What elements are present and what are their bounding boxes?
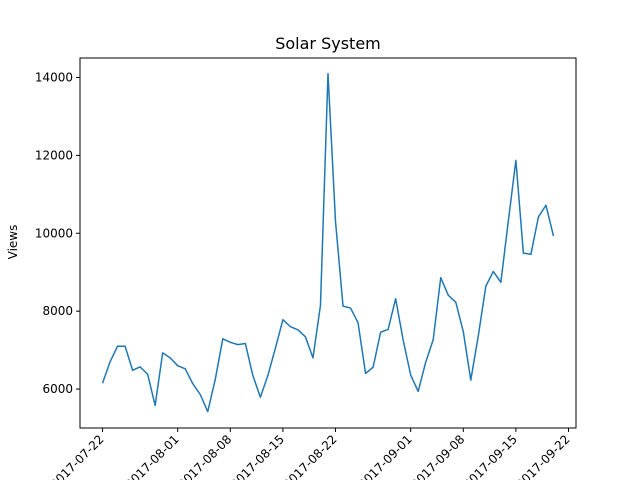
y-axis-ticks: 6000 8000 10000 12000 14000 xyxy=(35,70,80,396)
chart-title: Solar System xyxy=(275,34,381,53)
y-tick-label: 6000 xyxy=(42,382,73,396)
x-tick-label: 2017-08-01 xyxy=(123,432,182,480)
y-tick-label: 10000 xyxy=(35,226,73,240)
x-tick-label: 2017-07-22 xyxy=(47,432,106,480)
y-tick-label: 12000 xyxy=(35,148,73,162)
y-tick-label: 14000 xyxy=(35,70,73,84)
x-tick-label: 2017-09-08 xyxy=(408,432,467,480)
x-tick-label: 2017-08-15 xyxy=(228,432,287,480)
x-tick-label: 2017-08-22 xyxy=(280,432,339,480)
x-axis-ticks: 2017-07-22 2017-08-012017-08-082017-08-15… xyxy=(47,428,573,480)
x-tick-label: 2017-09-01 xyxy=(356,432,415,480)
y-axis-label: Views xyxy=(6,225,20,260)
x-tick-label: 2017-08-08 xyxy=(175,432,234,480)
x-tick-label: 2017-09-15 xyxy=(461,432,520,480)
plot-area-frame xyxy=(79,57,577,429)
series-line xyxy=(101,72,555,413)
x-tick-label: 2017-09-22 xyxy=(513,432,572,480)
y-tick-label: 8000 xyxy=(42,304,73,318)
